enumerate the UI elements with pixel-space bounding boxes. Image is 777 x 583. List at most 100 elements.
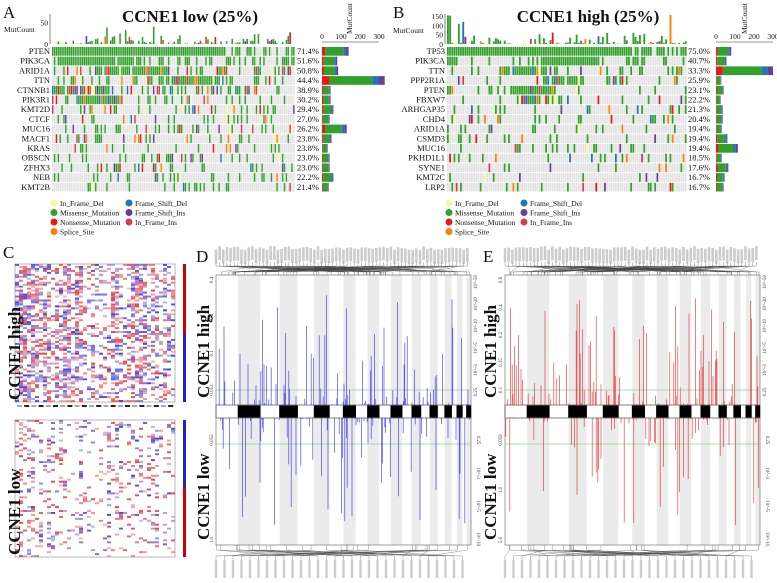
empty-cell bbox=[641, 173, 643, 182]
empty-cell bbox=[617, 182, 619, 192]
heatmap-cell bbox=[99, 273, 103, 276]
heatmap-cell bbox=[39, 338, 43, 341]
empty-cell bbox=[647, 124, 650, 134]
empty-cell bbox=[164, 163, 166, 173]
empty-cell bbox=[278, 182, 280, 192]
heatmap-cell bbox=[19, 291, 23, 294]
mutcount-side-bar-segment bbox=[716, 182, 723, 192]
empty-cell bbox=[108, 114, 110, 124]
heatmap-cell bbox=[39, 319, 43, 322]
heatmap-cell bbox=[27, 317, 31, 320]
empty-cell bbox=[169, 182, 172, 192]
empty-cell bbox=[169, 76, 172, 85]
heatmap-cell bbox=[163, 301, 167, 304]
empty-cell bbox=[516, 114, 519, 124]
empty-cell bbox=[74, 95, 76, 105]
mutation-cell bbox=[508, 47, 510, 56]
heatmap-cell bbox=[111, 354, 115, 357]
empty-cell bbox=[184, 114, 187, 124]
heatmap-cell bbox=[63, 348, 67, 351]
empty-cell bbox=[551, 124, 554, 134]
empty-cell bbox=[52, 114, 54, 124]
empty-cell bbox=[179, 85, 181, 95]
empty-cell bbox=[562, 173, 565, 182]
empty-cell bbox=[468, 182, 471, 192]
mutation-cell bbox=[553, 76, 556, 85]
heatmap-cell bbox=[131, 346, 135, 349]
heatmap-cell bbox=[43, 305, 47, 308]
empty-cell bbox=[261, 95, 263, 105]
mutation-cell bbox=[473, 47, 475, 56]
empty-cell bbox=[612, 173, 615, 182]
heatmap-cell bbox=[35, 354, 39, 357]
empty-cell bbox=[98, 163, 101, 173]
mutation-cell bbox=[238, 66, 241, 76]
heatmap-cell bbox=[123, 334, 127, 337]
empty-cell bbox=[519, 153, 521, 163]
mutation-cell bbox=[658, 76, 661, 85]
empty-cell bbox=[466, 66, 469, 76]
heatmap-cell bbox=[151, 271, 155, 274]
empty-cell bbox=[615, 134, 617, 143]
heatmap-cell bbox=[171, 313, 175, 316]
empty-cell bbox=[126, 114, 129, 124]
heatmap-cell bbox=[163, 269, 167, 272]
heatmap-cell bbox=[83, 327, 87, 330]
heatmap-cell bbox=[47, 267, 51, 270]
empty-cell bbox=[222, 114, 224, 124]
empty-cell bbox=[214, 114, 217, 124]
empty-cell bbox=[154, 153, 157, 163]
empty-cell bbox=[575, 114, 578, 124]
empty-cell bbox=[104, 144, 106, 153]
heatmap-cell bbox=[131, 285, 135, 288]
empty-cell bbox=[59, 76, 61, 85]
mutation-cell bbox=[505, 182, 508, 192]
mutation-cell bbox=[447, 134, 449, 143]
mutation-cell bbox=[106, 47, 108, 56]
heatmap-cell bbox=[55, 329, 59, 332]
mutation-cell bbox=[201, 47, 204, 56]
heatmap-cell bbox=[91, 366, 95, 369]
heatmap-cell bbox=[103, 358, 107, 361]
empty-cell bbox=[216, 134, 218, 143]
empty-cell bbox=[615, 114, 617, 124]
empty-cell bbox=[145, 56, 147, 66]
heatmap-cell bbox=[115, 273, 119, 276]
empty-cell bbox=[508, 56, 510, 66]
heatmap-cell bbox=[171, 309, 175, 312]
empty-cell bbox=[235, 114, 237, 124]
empty-cell bbox=[501, 114, 504, 124]
mutation-cell bbox=[641, 105, 643, 114]
empty-cell bbox=[649, 144, 652, 153]
mutation-cell bbox=[72, 124, 75, 134]
mutation-cell bbox=[166, 47, 168, 56]
empty-cell bbox=[137, 124, 140, 134]
empty-cell bbox=[255, 56, 258, 66]
empty-cell bbox=[281, 134, 284, 143]
mutation-cell bbox=[91, 95, 93, 105]
empty-cell bbox=[473, 66, 475, 76]
empty-cell bbox=[255, 124, 258, 134]
legend-label: In_Frame_Del bbox=[455, 199, 499, 208]
empty-cell bbox=[682, 76, 685, 85]
mutation-cell bbox=[55, 134, 58, 143]
empty-cell bbox=[495, 163, 497, 173]
mutation-cell bbox=[240, 114, 243, 124]
heatmap-cell bbox=[59, 331, 63, 333]
empty-cell bbox=[240, 144, 243, 153]
empty-cell bbox=[486, 182, 489, 192]
empty-cell bbox=[255, 153, 258, 163]
mutation-cell bbox=[201, 66, 204, 76]
heatmap-cell bbox=[155, 295, 159, 298]
empty-cell bbox=[660, 85, 663, 95]
empty-cell bbox=[98, 153, 101, 163]
empty-cell bbox=[628, 182, 630, 192]
mutation-cell bbox=[682, 153, 685, 163]
heatmap-cell bbox=[35, 279, 39, 282]
mutation-cell bbox=[283, 66, 286, 76]
empty-cell bbox=[532, 153, 534, 163]
empty-cell bbox=[647, 173, 650, 182]
heatmap-cell bbox=[167, 333, 171, 335]
empty-cell bbox=[166, 134, 168, 143]
empty-cell bbox=[519, 76, 521, 85]
